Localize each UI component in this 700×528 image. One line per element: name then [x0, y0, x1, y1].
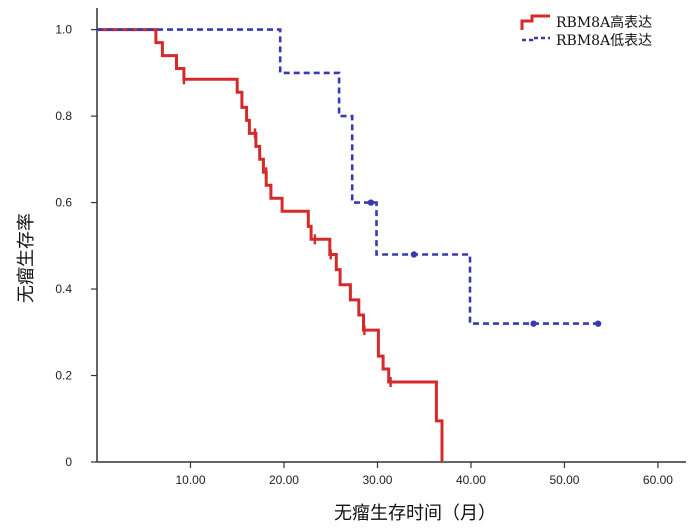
legend-label-high: RBM8A高表达 — [556, 14, 652, 31]
x-tick-label: 10.00 — [175, 473, 205, 487]
x-tick-label: 30.00 — [362, 473, 392, 487]
series-line-low — [97, 28, 599, 325]
legend-label-low: RBM8A低表达 — [556, 33, 652, 49]
y-tick-label: 0.4 — [55, 282, 72, 296]
series-layer — [97, 28, 602, 462]
y-tick-label: 0.2 — [55, 369, 72, 383]
legend-swatch-low — [522, 36, 550, 42]
censor-mark — [594, 320, 602, 327]
censor-mark — [410, 251, 418, 258]
series-line-high — [97, 28, 444, 462]
x-axis-title: 无瘤生存时间（月） — [334, 503, 496, 524]
x-tick-label: 20.00 — [269, 473, 299, 487]
y-axis-title: 无瘤生存率 — [16, 213, 37, 303]
y-tick-label: 0.6 — [55, 196, 72, 210]
legend-swatch-high — [520, 14, 550, 30]
x-tick-label: 40.00 — [456, 473, 486, 487]
y-tick-label: 0.8 — [55, 109, 72, 123]
x-tick-label: 50.00 — [549, 473, 579, 487]
legend-item-high: RBM8A高表达 — [520, 14, 652, 31]
legend-item-low: RBM8A低表达 — [522, 33, 652, 49]
axes: 0 0.2 0.4 0.6 0.8 1.0 10.00 20.00 30.00 40.00 50.0… — [55, 8, 686, 487]
y-tick-label: 1.0 — [55, 23, 72, 37]
censor-mark — [367, 199, 375, 206]
x-tick-label: 60.00 — [643, 473, 673, 487]
y-tick-label: 0 — [65, 455, 72, 469]
censor-mark — [530, 320, 537, 327]
legend: RBM8A高表达 RBM8A低表达 — [520, 14, 652, 49]
